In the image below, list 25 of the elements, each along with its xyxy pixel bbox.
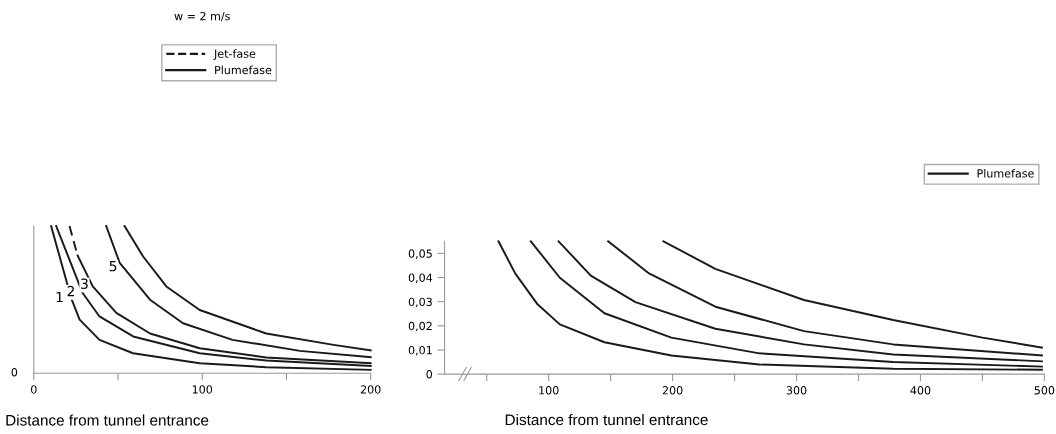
y-tick-label: 0	[426, 370, 433, 379]
annotation: 1	[56, 291, 63, 303]
x-tick-label: 500	[1034, 386, 1055, 395]
x-tick-label: 0	[30, 385, 37, 394]
legend-label: Plumefase	[215, 65, 272, 75]
x-tick-label: 200	[360, 385, 381, 394]
x-tick-label: 400	[910, 386, 931, 395]
annotation: 2	[67, 285, 75, 297]
y-tick-label: 0,05	[408, 249, 432, 259]
x-tick-label: 100	[539, 386, 559, 395]
x-tick-label: 300	[786, 386, 807, 395]
x-axis-title: Distance from tunnel entrance	[6, 414, 209, 426]
annotation: 5	[109, 261, 117, 272]
annotation: 3	[81, 278, 88, 289]
x-tick-label: 200	[662, 386, 683, 395]
text: 0	[11, 368, 18, 377]
legend-label: Plumefase	[977, 168, 1034, 178]
x-axis-title: Distance from tunnel entrance	[505, 413, 708, 426]
legend-label: Jet-fase	[213, 49, 256, 60]
y-tick-label: 0,02	[408, 321, 432, 332]
y-tick-label: 0,03	[408, 297, 432, 308]
x-tick-label: 100	[192, 385, 213, 394]
chart-subtitle: w = 2 m/s	[174, 11, 230, 22]
y-tick-label: 0,04	[408, 273, 433, 284]
y-tick-label: 0,01	[408, 345, 432, 356]
